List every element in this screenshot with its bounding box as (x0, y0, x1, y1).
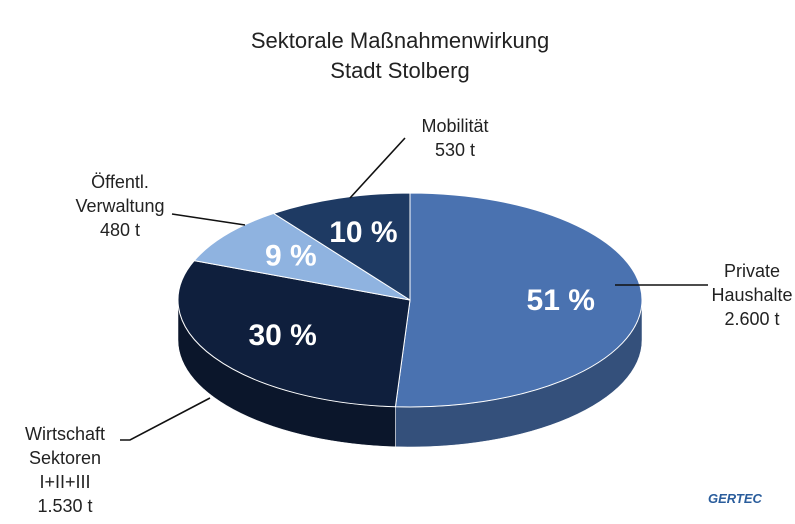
logo: GERTEC (708, 491, 763, 506)
category-label: Mobilität (421, 116, 488, 136)
category-label: Öffentl. (91, 172, 149, 192)
pie-slice (272, 192, 411, 301)
labels: Private Haushalte 2.600 t Wirtschaft Sektore… (25, 116, 793, 516)
leader-line (349, 137, 406, 199)
amount-label: 480 t (100, 220, 140, 240)
category-label: Sektoren (29, 448, 101, 468)
category-label: Wirtschaft (25, 424, 105, 444)
pie-slice (177, 260, 411, 408)
category-label: Haushalte (711, 285, 792, 305)
chart-title: Sektorale Maßnahmenwirkung (251, 28, 549, 53)
amount-label: 530 t (435, 140, 475, 160)
leader-line (120, 397, 211, 441)
amount-label: 2.600 t (724, 309, 779, 329)
category-label: Private (724, 261, 780, 281)
pie-slice (394, 192, 643, 408)
category-label: Verwaltung (75, 196, 164, 216)
amount-label: 1.530 t (37, 496, 92, 516)
value-label: 30 % (248, 319, 316, 352)
value-label: 9 % (265, 239, 317, 272)
pie-slice (193, 212, 411, 301)
value-label: 10 % (329, 216, 397, 249)
pie: 51 % 30 % 9 % 10 % (177, 192, 643, 448)
leader-line (171, 213, 246, 226)
chart-subtitle: Stadt Stolberg (330, 58, 469, 83)
category-label: I+II+III (39, 472, 90, 492)
value-label: 51 % (527, 284, 595, 317)
